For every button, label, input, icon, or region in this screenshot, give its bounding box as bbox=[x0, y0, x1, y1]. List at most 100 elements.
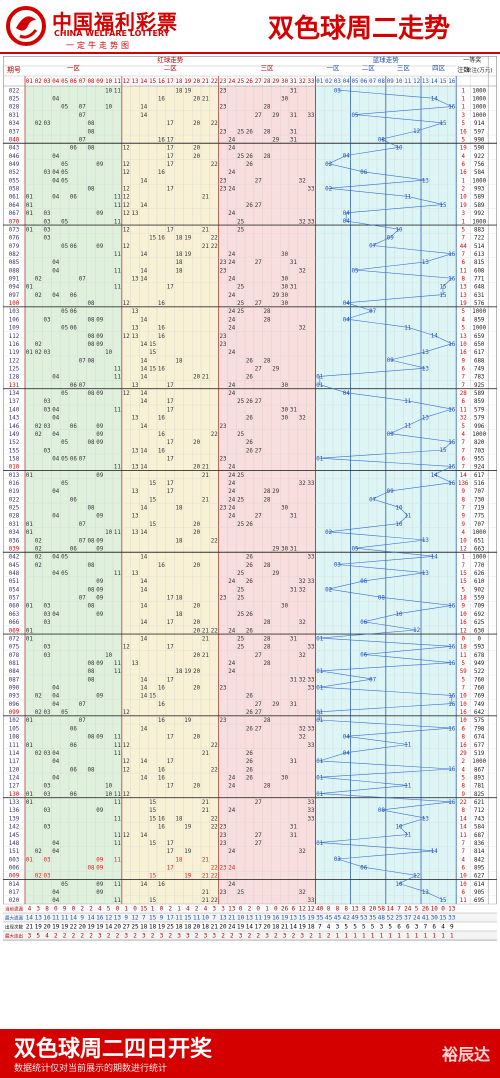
blue-ball-number: 07 bbox=[369, 244, 376, 250]
blue-ball-number: 10 bbox=[396, 146, 403, 152]
trend-chart-area: 期号 红球走势 一区 二区 三区 蓝球走势 一区 二区 三区 四区 一等奖 注数 单注(万元) 01 02 0… bbox=[3, 56, 497, 1028]
prize-count: 11 bbox=[460, 833, 467, 839]
blue-ball-number: 09 bbox=[387, 358, 394, 364]
blue-trend-line bbox=[319, 89, 453, 901]
stats-blue-value: 6 bbox=[432, 924, 436, 931]
prize-amount: 949 bbox=[474, 661, 485, 667]
red-ball-number: 17 bbox=[167, 187, 174, 193]
red-column-number: 13 bbox=[132, 79, 139, 85]
red-ball-number: 11 bbox=[114, 882, 121, 888]
stats-red-value: 13 bbox=[219, 915, 227, 922]
red-ball-number: 14 bbox=[140, 391, 147, 397]
stats-red-value: 14 bbox=[246, 924, 254, 931]
stats-blue-value: 5 bbox=[362, 924, 366, 931]
blue-ball-number: 11 bbox=[404, 833, 411, 839]
footer-banner: 双色球周二四日开奖 数据统计仅对当前展示的期数进行统计 裕辰达 bbox=[0, 1029, 500, 1078]
blue-ball-number: 16 bbox=[448, 604, 455, 610]
red-ball-number: 15 bbox=[149, 816, 156, 822]
red-ball-number: 26 bbox=[246, 203, 253, 209]
red-column-number: 27 bbox=[255, 79, 262, 85]
prize-amount: 614 bbox=[474, 882, 485, 888]
red-ball-number: 27 bbox=[255, 841, 262, 847]
issue-number: 108 bbox=[9, 735, 20, 741]
red-ball-number: 04 bbox=[52, 178, 59, 184]
stats-red-value: 10 bbox=[202, 915, 210, 922]
prize-count: 1 bbox=[461, 97, 465, 103]
stats-red-value: 7 bbox=[142, 915, 146, 922]
red-ball-number: 33 bbox=[308, 816, 315, 822]
prize-count: 1 bbox=[461, 88, 465, 94]
red-ball-number: 04 bbox=[52, 195, 59, 201]
red-ball-number: 06 bbox=[70, 546, 77, 552]
blue-column-number: 01 bbox=[316, 79, 323, 85]
prize-count: 11 bbox=[460, 898, 467, 904]
prize-amount: 663 bbox=[474, 546, 485, 552]
stats-blue-value: 53 bbox=[360, 915, 368, 922]
stats-red-value: 15 bbox=[299, 915, 307, 922]
issue-number: 116 bbox=[9, 342, 20, 348]
red-ball-number: 16 bbox=[158, 882, 165, 888]
stats-red-value: 2 bbox=[89, 933, 93, 940]
stats-blue-value: 8 bbox=[362, 906, 366, 913]
red-ball-number: 20 bbox=[193, 686, 200, 692]
blue-ball-number: 09 bbox=[387, 432, 394, 438]
blue-ball-number: 16 bbox=[448, 342, 455, 348]
prize-count: 29 bbox=[460, 751, 467, 757]
red-ball-number: 24 bbox=[228, 465, 235, 471]
prize-count: 18 bbox=[460, 645, 467, 651]
issue-number: 025 bbox=[9, 506, 20, 512]
prize-amount: 1000 bbox=[472, 113, 486, 119]
prize-amount: 617 bbox=[474, 473, 485, 479]
stats-red-value: 11 bbox=[255, 915, 263, 922]
red-ball-number: 09 bbox=[96, 473, 103, 479]
issue-number: 125 bbox=[9, 367, 20, 373]
red-ball-number: 03 bbox=[44, 236, 51, 242]
red-ball-number: 21 bbox=[202, 195, 209, 201]
stats-red-value: 11 bbox=[52, 915, 60, 922]
stats-red-value: 21 bbox=[281, 924, 289, 931]
prize-amount: 1000 bbox=[472, 759, 486, 765]
red-column-number: 16 bbox=[158, 79, 165, 85]
red-ball-number: 19 bbox=[184, 252, 191, 258]
red-ball-number: 12 bbox=[123, 227, 130, 233]
prize-count: 6 bbox=[461, 162, 465, 168]
red-ball-number: 24 bbox=[228, 252, 235, 258]
stats-blue-value: 1 bbox=[380, 933, 384, 940]
red-ball-number: 25 bbox=[237, 285, 244, 291]
red-ball-number: 14 bbox=[140, 620, 147, 626]
prize-count: 44 bbox=[460, 244, 467, 250]
prize-count: 4 bbox=[461, 767, 465, 773]
red-ball-number: 10 bbox=[105, 105, 112, 111]
prize-count: 19 bbox=[460, 146, 467, 152]
red-ball-number: 14 bbox=[140, 178, 147, 184]
red-ball-number: 24 bbox=[228, 317, 235, 323]
red-ball-number: 17 bbox=[167, 489, 174, 495]
blue-ball-number: 04 bbox=[343, 219, 350, 225]
red-column-number: 10 bbox=[105, 79, 112, 85]
red-ball-number: 05 bbox=[61, 219, 68, 225]
red-ball-number: 04 bbox=[52, 154, 59, 160]
blue-ball-number: 01 bbox=[316, 759, 323, 765]
red-ball-number: 11 bbox=[114, 571, 121, 577]
red-ball-number: 30 bbox=[281, 277, 288, 283]
red-ball-number: 25 bbox=[237, 522, 244, 528]
brand-name-cn: 中国福利彩票 bbox=[52, 10, 178, 34]
issue-number: 143 bbox=[9, 416, 20, 422]
red-ball-number: 16 bbox=[158, 686, 165, 692]
red-ball-number: 09 bbox=[96, 391, 103, 397]
red-ball-number: 26 bbox=[246, 399, 253, 405]
red-ball-number: 13 bbox=[132, 277, 139, 283]
red-ball-number: 04 bbox=[52, 489, 59, 495]
red-ball-number: 11 bbox=[114, 833, 121, 839]
stats-red-value: 15 bbox=[184, 915, 192, 922]
red-ball-number: 17 bbox=[167, 865, 174, 871]
prize-amount: 688 bbox=[474, 358, 485, 364]
stats-blue-value: 4 bbox=[327, 924, 331, 931]
red-ball-number: 04 bbox=[52, 555, 59, 561]
issue-number: 158 bbox=[9, 456, 20, 462]
red-ball-number: 25 bbox=[237, 497, 244, 503]
red-ball-number: 08 bbox=[88, 146, 95, 152]
red-ball-number: 26 bbox=[246, 628, 253, 634]
stats-blue-value: 1 bbox=[397, 933, 401, 940]
red-ball-number: 14 bbox=[140, 252, 147, 258]
